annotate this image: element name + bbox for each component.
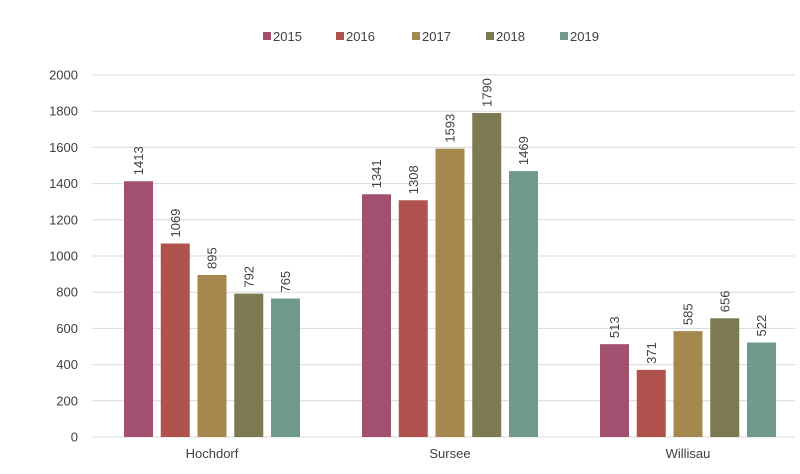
data-labels: 1413 1069 895 792 765 1341 1308 1593 1790 1469 513… — [131, 78, 769, 364]
x-category-label: Sursee — [429, 446, 470, 461]
bar-willisau-2019 — [747, 342, 776, 437]
data-label: 1413 — [131, 146, 146, 175]
legend-swatch-2016 — [336, 32, 344, 40]
y-tick-label: 600 — [56, 321, 78, 336]
bar-sursee-2016 — [398, 200, 428, 437]
legend: 2015 2016 2017 2018 2019 — [263, 29, 599, 44]
legend-label: 2018 — [496, 29, 525, 44]
x-axis: Hochdorf Sursee Willisau — [186, 446, 711, 461]
y-tick-label: 1600 — [49, 140, 78, 155]
data-label: 765 — [278, 271, 293, 293]
bar-sursee-2019 — [509, 171, 538, 437]
legend-swatch-2017 — [412, 32, 420, 40]
bar-hochdorf-2019 — [271, 298, 300, 437]
data-label: 522 — [754, 315, 769, 337]
bar-sursee-2015 — [362, 194, 391, 437]
data-label: 585 — [681, 303, 696, 325]
legend-swatch-2018 — [486, 32, 494, 40]
y-tick-label: 800 — [56, 285, 78, 300]
data-label: 1593 — [443, 114, 458, 143]
x-category-label: Hochdorf — [186, 446, 239, 461]
data-label: 1069 — [168, 209, 183, 238]
bar-sursee-2018 — [472, 113, 502, 437]
data-label: 792 — [241, 266, 256, 288]
data-label: 371 — [644, 342, 659, 364]
data-label: 1469 — [516, 136, 531, 165]
bar-hochdorf-2017 — [197, 275, 227, 437]
y-tick-label: 0 — [71, 430, 78, 445]
data-label: 1308 — [406, 165, 421, 194]
y-tick-label: 1400 — [49, 176, 78, 191]
y-tick-label: 200 — [56, 393, 78, 408]
legend-label: 2016 — [346, 29, 375, 44]
y-tick-label: 1200 — [49, 212, 78, 227]
legend-swatch-2019 — [560, 32, 568, 40]
bar-hochdorf-2018 — [234, 293, 264, 437]
legend-swatch-2015 — [263, 32, 271, 40]
data-label: 513 — [607, 316, 622, 338]
y-tick-label: 1000 — [49, 249, 78, 264]
y-tick-label: 400 — [56, 357, 78, 372]
bar-willisau-2017 — [673, 331, 703, 437]
bar-hochdorf-2015 — [124, 181, 153, 437]
bars — [124, 113, 776, 438]
y-tick-label: 2000 — [49, 68, 78, 83]
data-label: 1341 — [369, 159, 384, 188]
data-label: 895 — [205, 247, 220, 269]
y-axis: 0 200 400 600 800 1000 1200 1400 1600 1800 2000 — [49, 68, 78, 445]
bar-willisau-2016 — [636, 369, 666, 437]
legend-label: 2017 — [422, 29, 451, 44]
legend-label: 2019 — [570, 29, 599, 44]
data-label: 656 — [717, 291, 732, 313]
bar-sursee-2017 — [435, 148, 465, 438]
data-label: 1790 — [479, 78, 494, 107]
x-category-label: Willisau — [666, 446, 711, 461]
bar-willisau-2015 — [600, 344, 629, 437]
legend-label: 2015 — [273, 29, 302, 44]
bar-hochdorf-2016 — [160, 243, 190, 437]
bar-willisau-2018 — [710, 318, 740, 437]
y-tick-label: 1800 — [49, 104, 78, 119]
